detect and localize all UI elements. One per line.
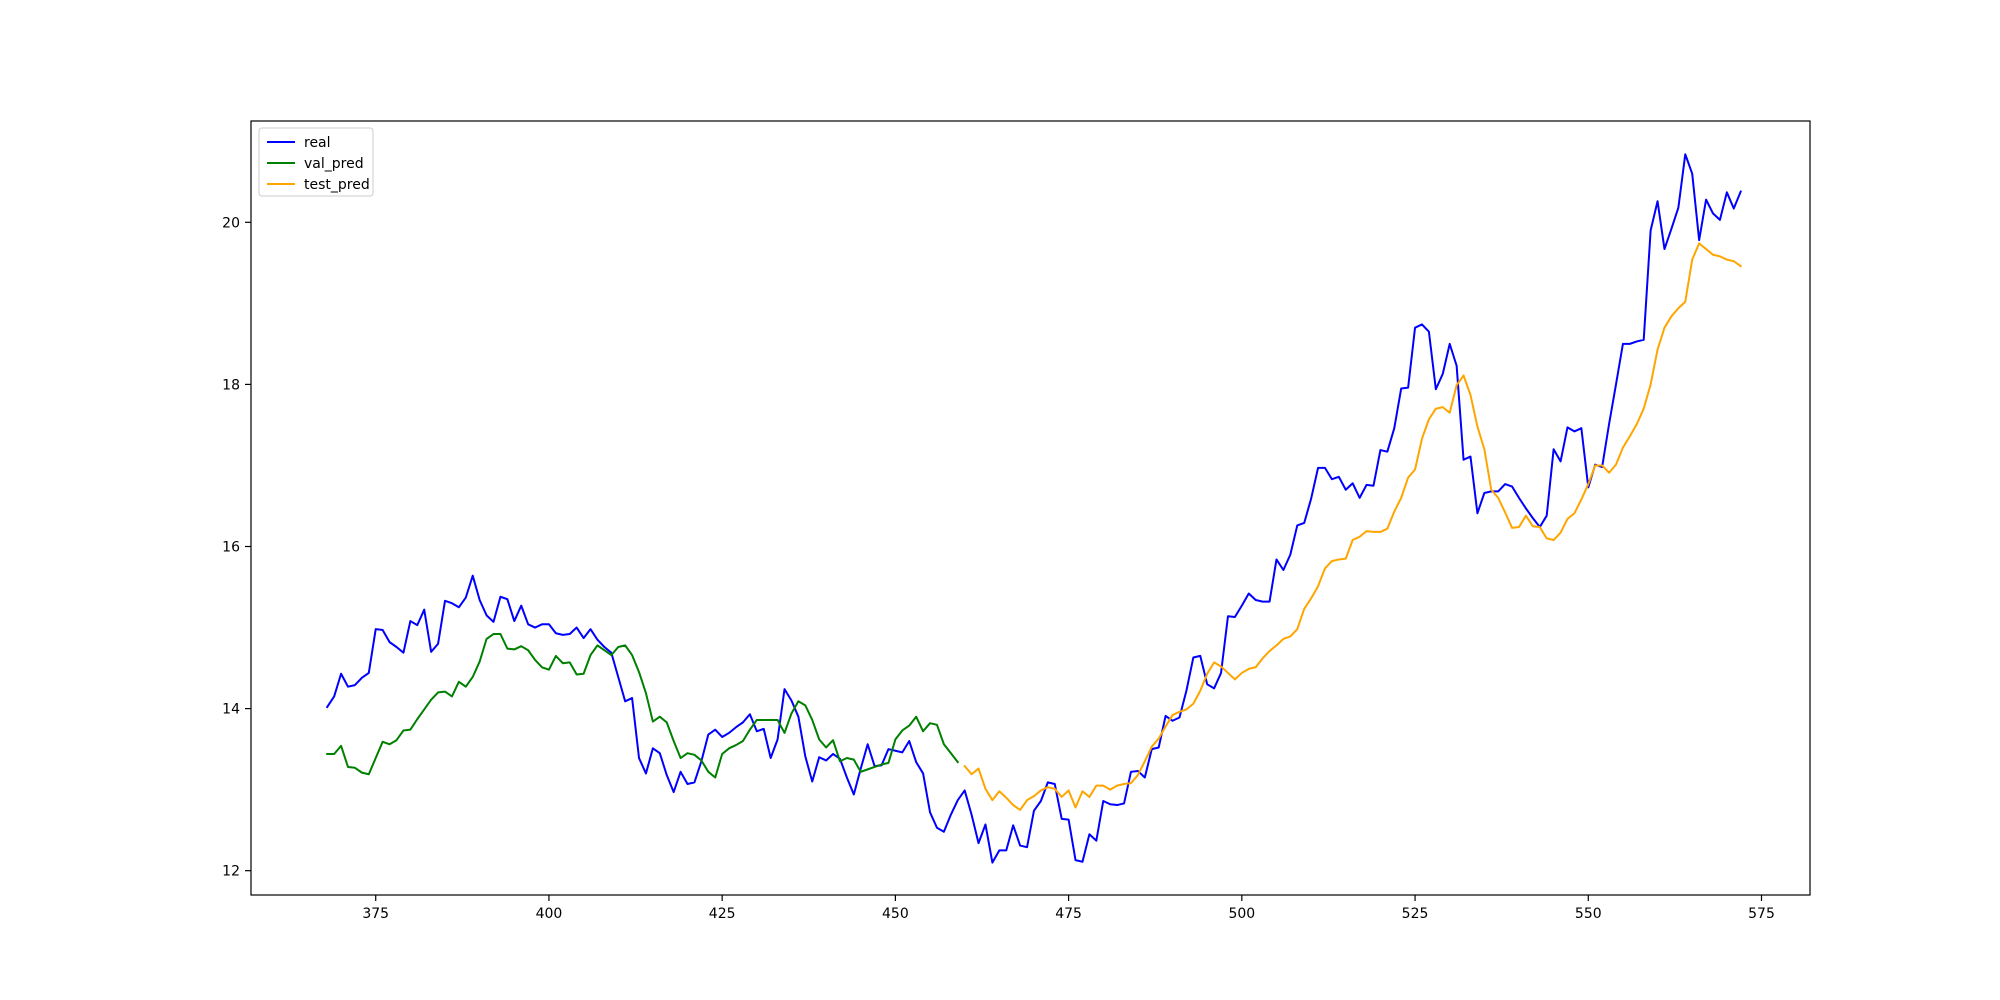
x-tick-label: 525 <box>1402 906 1429 922</box>
x-tick-label: 450 <box>882 906 909 922</box>
x-tick-label: 575 <box>1748 906 1775 922</box>
y-tick-label: 16 <box>222 539 240 555</box>
series-line-test-pred <box>963 242 1743 811</box>
series-line-real <box>325 153 1743 864</box>
plot-frame <box>250 120 1811 896</box>
legend-label-val-pred: val_pred <box>304 156 364 172</box>
axes-layer: 375 400 425 450 475 500 525 550 575 12 14 16 18 20 <box>222 120 1811 922</box>
x-tick-label: 425 <box>709 906 736 922</box>
series-layer <box>325 153 1743 864</box>
x-tick-label: 500 <box>1228 906 1255 922</box>
x-tick-label: 475 <box>1055 906 1082 922</box>
legend-label-real: real <box>304 135 331 151</box>
x-tick-label: 550 <box>1575 906 1602 922</box>
series-line-val-pred <box>326 633 960 779</box>
y-tick-label: 20 <box>222 215 240 231</box>
legend-box <box>258 127 374 197</box>
y-tick-label: 14 <box>222 702 240 718</box>
legend: real val_pred test_pred <box>258 127 374 197</box>
y-tick-label: 18 <box>222 377 240 393</box>
x-tick-label: 400 <box>536 906 563 922</box>
y-tick-label: 12 <box>222 864 240 880</box>
legend-label-test-pred: test_pred <box>304 177 370 193</box>
x-tick-label: 375 <box>362 906 389 922</box>
